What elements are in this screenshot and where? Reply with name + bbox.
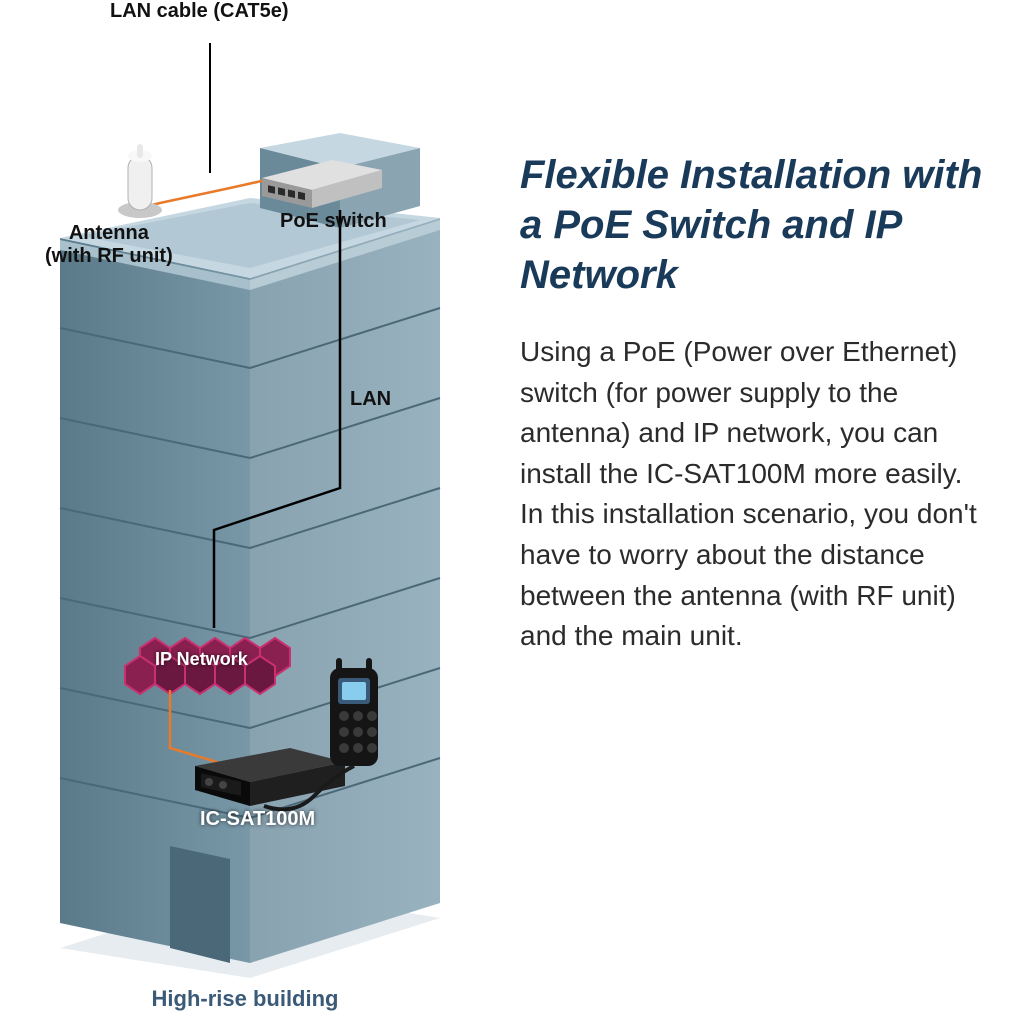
heading: Flexible Installation with a PoE Switch …: [520, 150, 994, 300]
building-caption: High-rise building: [0, 986, 490, 1012]
lan-cable-label: LAN cable (CAT5e): [110, 0, 289, 23]
lan-label: LAN: [350, 388, 391, 411]
building-door: [170, 846, 230, 963]
building-diagram-svg: [0, 18, 490, 978]
diagram-panel: LAN cable (CAT5e): [0, 0, 490, 1022]
antenna-label: Antenna (with RF unit): [45, 222, 173, 268]
text-panel: Flexible Installation with a PoE Switch …: [490, 0, 1024, 1022]
antenna-icon: [118, 144, 162, 218]
ip-network-label: IP Network: [155, 649, 248, 670]
body-paragraph: Using a PoE (Power over Ethernet) switch…: [520, 332, 994, 657]
device-label: IC-SAT100M: [200, 808, 315, 831]
poe-switch-label: PoE switch: [280, 210, 387, 233]
